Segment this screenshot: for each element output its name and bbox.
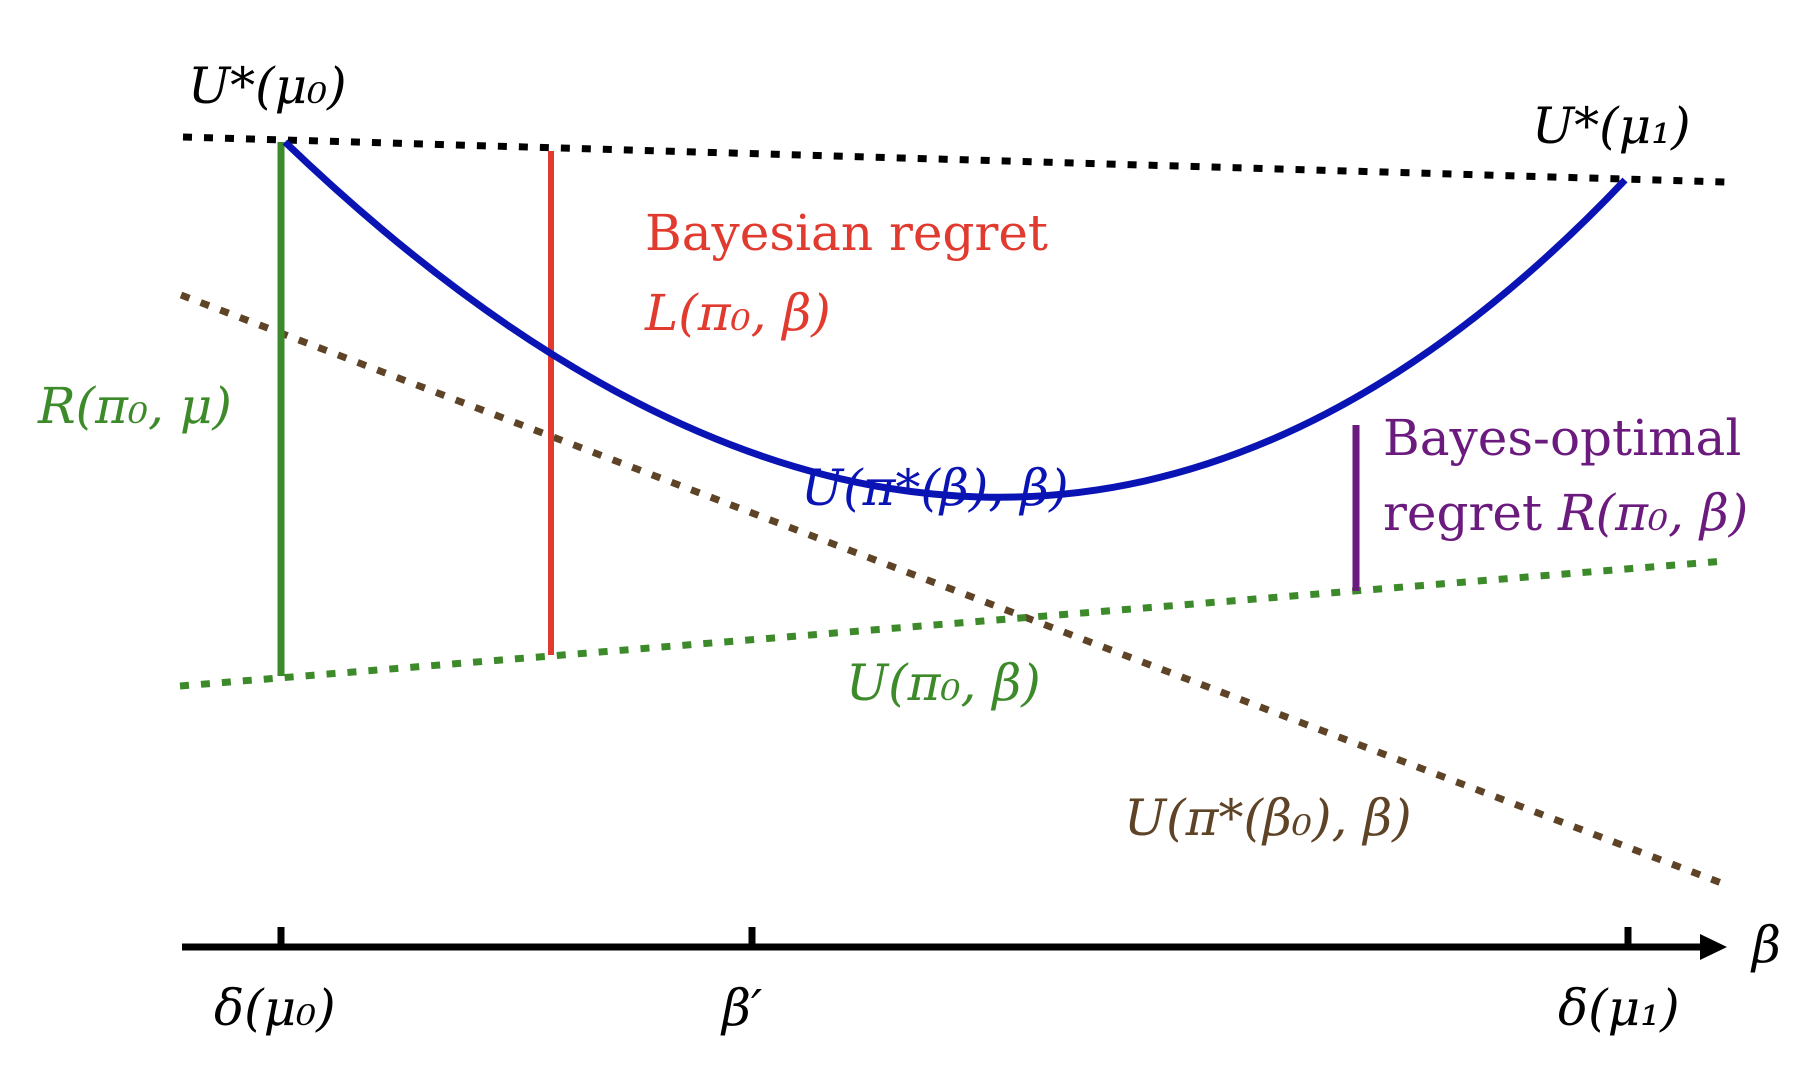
u-pi0-beta-dotted-line xyxy=(179,557,1726,690)
bayes-optimal-label-line2: regret R(π₀, β) xyxy=(1383,484,1748,542)
u-star-mu0-label: U*(μ₀) xyxy=(188,57,347,115)
u-pi-star-beta0-dotted-line xyxy=(179,291,1726,888)
bayesian-regret-formula: L(π₀, β) xyxy=(644,284,831,342)
u-star-mu1-label: U*(μ₁) xyxy=(1532,97,1691,155)
bayes-optimal-label-line1: Bayes-optimal xyxy=(1383,409,1741,467)
bayes-optimal-regret-word: regret xyxy=(1383,484,1558,542)
u-pi-star-beta-label: U(π*(β), β) xyxy=(801,459,1069,517)
beta-axis-arrowhead xyxy=(1700,934,1727,960)
u-pi-star-beta0-label: U(π*(β₀), β) xyxy=(1124,789,1412,847)
bayesian-regret-title: Bayesian regret xyxy=(645,204,1048,262)
u-pi-star-beta-curve xyxy=(282,139,1628,501)
u-star-dotted-line xyxy=(182,133,1726,186)
bayes-optimal-regret-formula: R(π₀, β) xyxy=(1557,484,1748,542)
tick-label-beta-prime: β′ xyxy=(720,979,763,1037)
tick-label-delta-mu1: δ(μ₁) xyxy=(1558,979,1680,1037)
u-pi0-beta-label: U(π₀, β) xyxy=(846,654,1041,712)
r-pi0-mu-label: R(π₀, μ) xyxy=(37,377,232,435)
tick-label-delta-mu0: δ(μ₀) xyxy=(214,979,336,1037)
beta-axis-label: β xyxy=(1750,916,1781,974)
